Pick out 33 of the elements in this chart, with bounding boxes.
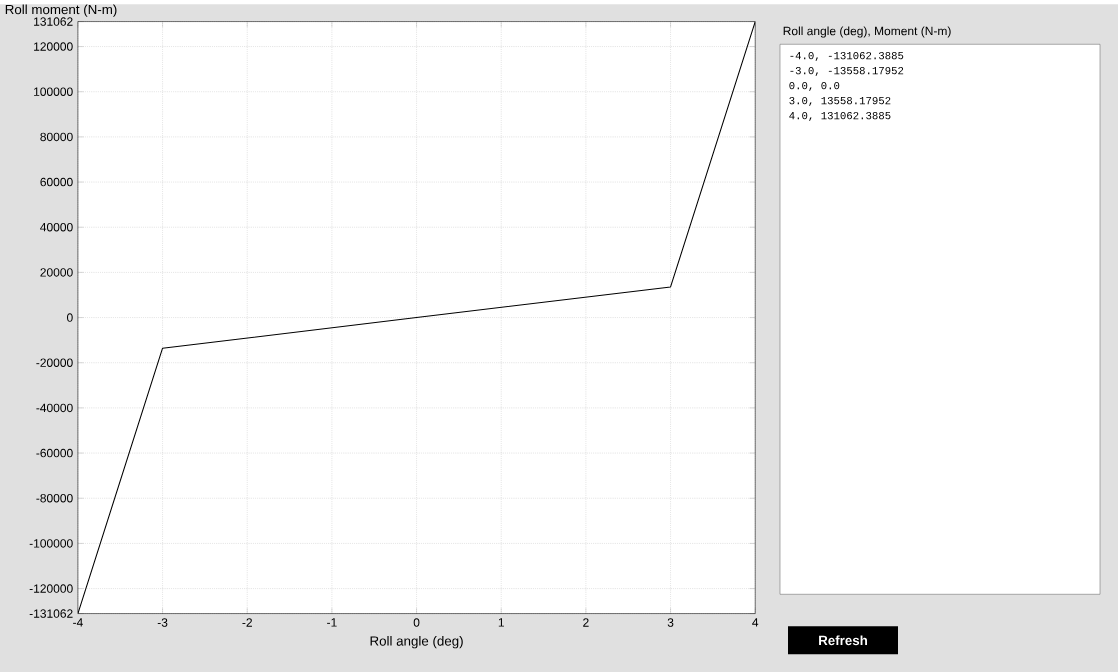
y-axis-title: Roll moment (N-m): [5, 4, 117, 17]
y-tick-label: -80000: [36, 493, 73, 503]
y-tick-label: -40000: [36, 403, 73, 413]
y-tick-label: 100000: [34, 87, 73, 96]
y-tick-label: 80000: [40, 132, 73, 142]
y-tick-label: 131062: [34, 17, 73, 26]
x-tick-label: 3: [667, 618, 674, 627]
y-tick-label: 120000: [34, 42, 73, 51]
x-tick-label: 4: [752, 618, 759, 627]
y-tick-label: 60000: [40, 177, 73, 187]
x-tick-label: 2: [583, 618, 589, 627]
text: Roll angle (deg), Moment (N-m): [783, 26, 951, 38]
y-tick-label: -20000: [36, 358, 73, 367]
x-tick-label: 0: [413, 618, 420, 627]
text: Refresh: [819, 635, 867, 646]
x-tick-label: -4: [73, 618, 83, 627]
y-tick-label: -100000: [29, 539, 73, 548]
y-tick-label: -120000: [29, 584, 73, 593]
y-tick-label: 40000: [40, 222, 73, 232]
y-tick-label: 0: [66, 313, 73, 322]
x-tick-label: 1: [498, 618, 504, 627]
x-tick-label: -1: [327, 618, 337, 627]
y-tick-label: -131062: [29, 609, 73, 618]
text: -3.0, -13558.17952: [790, 66, 904, 76]
text: 4.0, 131062.3885: [789, 111, 891, 121]
x-tick-label: -2: [242, 618, 252, 627]
y-tick-label: -60000: [36, 448, 73, 458]
text: -4.0, -131062.3885: [790, 51, 904, 61]
x-axis-title: Roll angle (deg): [370, 635, 463, 649]
y-tick-label: 20000: [40, 268, 73, 277]
text: 3.0, 13558.17952: [789, 96, 891, 106]
text: 0.0, 0.0: [789, 81, 840, 91]
x-tick-label: -3: [157, 618, 168, 627]
